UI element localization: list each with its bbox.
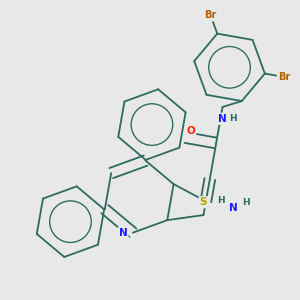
Text: N: N bbox=[229, 203, 238, 213]
Text: O: O bbox=[187, 126, 195, 136]
Text: Br: Br bbox=[205, 11, 217, 20]
Text: S: S bbox=[200, 197, 207, 207]
Text: H: H bbox=[217, 196, 224, 205]
Text: H: H bbox=[230, 114, 237, 123]
Text: H: H bbox=[242, 199, 250, 208]
Text: N: N bbox=[218, 114, 227, 124]
Text: N: N bbox=[119, 228, 128, 238]
Text: Br: Br bbox=[278, 72, 290, 82]
